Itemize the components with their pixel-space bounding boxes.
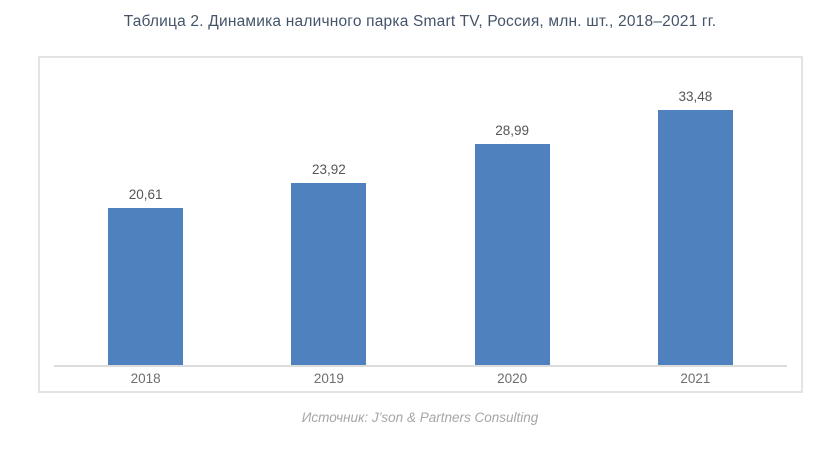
bar-value-label: 23,92 [311, 161, 346, 177]
bar [291, 183, 367, 365]
bar-column: 33,48 [604, 88, 787, 365]
bar-value-label: 20,61 [128, 186, 163, 202]
bar [108, 208, 184, 365]
x-axis-label: 2018 [130, 371, 161, 386]
x-axis: 2018 2019 2020 2021 [54, 367, 787, 391]
x-axis-label: 2019 [313, 371, 344, 386]
x-axis-label: 2020 [497, 371, 528, 386]
bar-value-label: 28,99 [495, 122, 530, 138]
x-axis-label: 2021 [680, 371, 711, 386]
bar-column: 20,61 [54, 186, 237, 365]
bar-column: 23,92 [237, 161, 420, 365]
chart-frame: 20,61 23,92 28,99 33,48 2018 2019 2020 2021 [38, 56, 803, 393]
bar [474, 144, 550, 365]
bar [657, 110, 733, 365]
bar-column: 28,99 [421, 122, 604, 365]
chart-title: Таблица 2. Динамика наличного парка Smar… [123, 13, 717, 30]
source-caption: Источник: J’son & Partners Consulting [301, 410, 539, 425]
plot-area: 20,61 23,92 28,99 33,48 [54, 58, 787, 367]
bar-value-label: 33,48 [678, 88, 713, 104]
